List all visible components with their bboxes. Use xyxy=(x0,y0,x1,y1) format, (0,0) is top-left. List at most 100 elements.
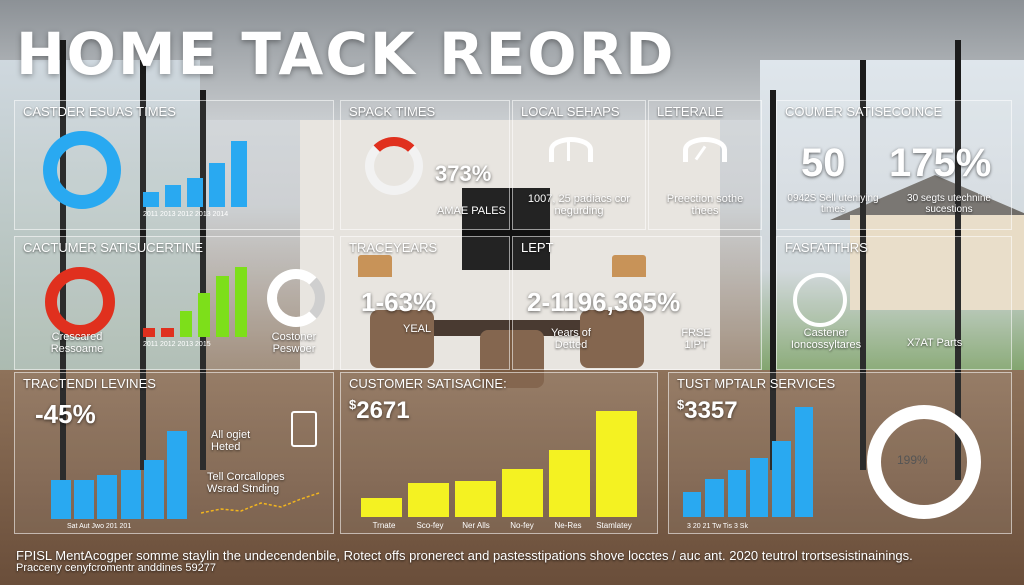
axis-tick-label: Sco-fey xyxy=(416,521,444,530)
axis-tick-label: Ne-Res xyxy=(554,521,582,530)
metric-value: $3357 xyxy=(677,397,738,425)
metric-value: 373% xyxy=(435,161,492,186)
panel-tust-mptalr-services: TUST MPTALR SERVICES $3357 3 20 21 Tw Ti… xyxy=(668,372,1012,534)
bar-chart xyxy=(143,267,247,337)
panel-title: LEPT xyxy=(521,240,554,255)
metric-value: $2671 xyxy=(349,397,410,425)
metric-caption: YEAL xyxy=(403,323,432,335)
chart-bar xyxy=(209,163,225,207)
metric-caption: All ogiet Heted xyxy=(211,429,251,453)
chart-bar xyxy=(231,141,247,207)
axis-ticks: 2011 2013 2012 2013 2014 xyxy=(143,211,229,218)
metric-value: 50 xyxy=(801,141,846,185)
metric-caption: AMAE PALES xyxy=(437,205,506,217)
panel-title: TRACEYEARS xyxy=(349,240,438,255)
axis-ticks: Trnate Sco-fey Ner Alls No-fey Ne-Res Stamlat… xyxy=(361,521,637,531)
panel-title: FASFATTHRS xyxy=(785,240,868,255)
chart-bar xyxy=(408,483,449,517)
dollar-sign: $ xyxy=(677,397,685,412)
metric-caption: 30 segts utechnine sucestions xyxy=(907,193,991,215)
axis-ticks: Sat Aut Jwo 201 201 xyxy=(67,523,132,530)
donut-chart xyxy=(43,131,121,209)
metric-caption: Costoner Peswoer xyxy=(271,331,317,355)
metric-value: 175% xyxy=(889,141,992,185)
chart-bar xyxy=(74,479,95,519)
donut-chart xyxy=(45,267,115,337)
panel-title: TRACTENDI LEVINES xyxy=(23,376,156,391)
panel-tractendi-levines: TRACTENDI LEVINES -45% Sat Aut Jwo 201 2… xyxy=(14,372,334,534)
footer-text: FPISL MentAcogper somme staylin the unde… xyxy=(16,548,913,563)
chart-bar xyxy=(166,431,187,519)
chart-bar xyxy=(549,449,590,517)
bar-chart xyxy=(143,141,247,207)
chart-bar xyxy=(120,470,141,519)
bar-chart xyxy=(51,431,187,519)
chart-bar xyxy=(502,468,543,517)
chart-bar xyxy=(97,475,118,519)
panel-local-sehaps: LOCAL SEHAPS 1007, 25 padiacs cor negurd… xyxy=(512,100,646,230)
axis-ticks: 2011 2012 2013 2015 xyxy=(143,341,211,348)
metric-caption: Crescared Ressoame xyxy=(50,331,104,355)
chart-bar xyxy=(455,481,496,517)
panel-title: CASTDER ESUAS TIMES xyxy=(23,104,176,119)
metric-caption: 1007, 25 padiacs cor negurding xyxy=(527,193,631,217)
axis-ticks: 3 20 21 Tw Tis 3 Sk xyxy=(687,523,748,530)
panel-leterale: LETERALE Preection sothe thees xyxy=(648,100,762,230)
donut-chart xyxy=(365,137,423,195)
chart-bar xyxy=(234,267,247,337)
metric-caption: Years of Detted xyxy=(551,327,591,351)
panel-customer-satisacine: CUSTOMER SATISACINE: $2671 Trnate Sco-fey… xyxy=(340,372,658,534)
chart-bar xyxy=(772,440,791,517)
chart-bar xyxy=(179,310,192,337)
panel-title: LETERALE xyxy=(657,104,724,119)
panel-castder-esuas-times: CASTDER ESUAS TIMES 2011 2013 2012 2013 … xyxy=(14,100,334,230)
chart-bar xyxy=(216,275,229,337)
chart-bar xyxy=(794,407,813,517)
panel-title: TUST MPTALR SERVICES xyxy=(677,376,836,391)
chart-bar xyxy=(361,497,402,517)
panel-title: CACTUMER SATISUCERTINE xyxy=(23,240,204,255)
dollar-sign: $ xyxy=(349,397,357,412)
chart-bar xyxy=(165,185,181,207)
metric-value: 2-1196,365% xyxy=(527,287,681,317)
chart-bar xyxy=(198,293,211,337)
footer-subtext: Pracceny cenyfcromentr anddines 59277 xyxy=(16,562,216,574)
bar-chart xyxy=(361,411,637,517)
metric-caption: Tell Corcallopes Wsrad Stnding xyxy=(207,471,285,495)
gauge-icon xyxy=(549,137,593,162)
chart-bar xyxy=(705,478,724,517)
axis-tick-label: Ner Alls xyxy=(462,521,490,530)
panel-lept: LEPT 2-1196,365% Years of Detted FRSE 1I… xyxy=(512,236,762,370)
panel-coumer-satisecoince: COUMER SATISECOINCE 50 175% 0942S Sell u… xyxy=(776,100,1012,230)
chart-bar xyxy=(51,479,72,519)
metric-caption: X7AT Parts xyxy=(907,337,963,349)
axis-tick-label: Stamlatey xyxy=(596,521,632,530)
bar-chart xyxy=(683,407,813,517)
trend-line xyxy=(201,492,320,514)
axis-tick-label: Trnate xyxy=(372,521,396,530)
metric-value: -45% xyxy=(35,399,96,429)
panel-spack-times: SPACK TIMES 373% AMAE PALES xyxy=(340,100,510,230)
dining-table xyxy=(380,320,640,336)
house xyxy=(850,215,1024,310)
gauge-needle xyxy=(567,141,570,161)
tablet-icon xyxy=(291,411,317,447)
chart-bar xyxy=(750,457,769,517)
gauge-icon xyxy=(683,137,727,162)
metric-value: 1-63% xyxy=(361,287,437,317)
chair xyxy=(580,310,644,368)
lamp xyxy=(612,255,646,277)
chart-bar xyxy=(143,328,156,337)
panel-title: COUMER SATISECOINCE xyxy=(785,104,943,119)
panel-title: CUSTOMER SATISACINE: xyxy=(349,376,507,391)
chair xyxy=(370,310,434,368)
panel-title: LOCAL SEHAPS xyxy=(521,104,620,119)
panel-title: SPACK TIMES xyxy=(349,104,436,119)
donut-chart xyxy=(267,269,325,327)
metric-number: 3357 xyxy=(684,397,738,424)
chart-bar xyxy=(161,328,174,337)
lamp xyxy=(358,255,392,277)
metric-number: 2671 xyxy=(356,397,410,424)
panel-fasfatthrs: FASFATTHRS Castener Ioncossyltares X7AT … xyxy=(776,236,1012,370)
